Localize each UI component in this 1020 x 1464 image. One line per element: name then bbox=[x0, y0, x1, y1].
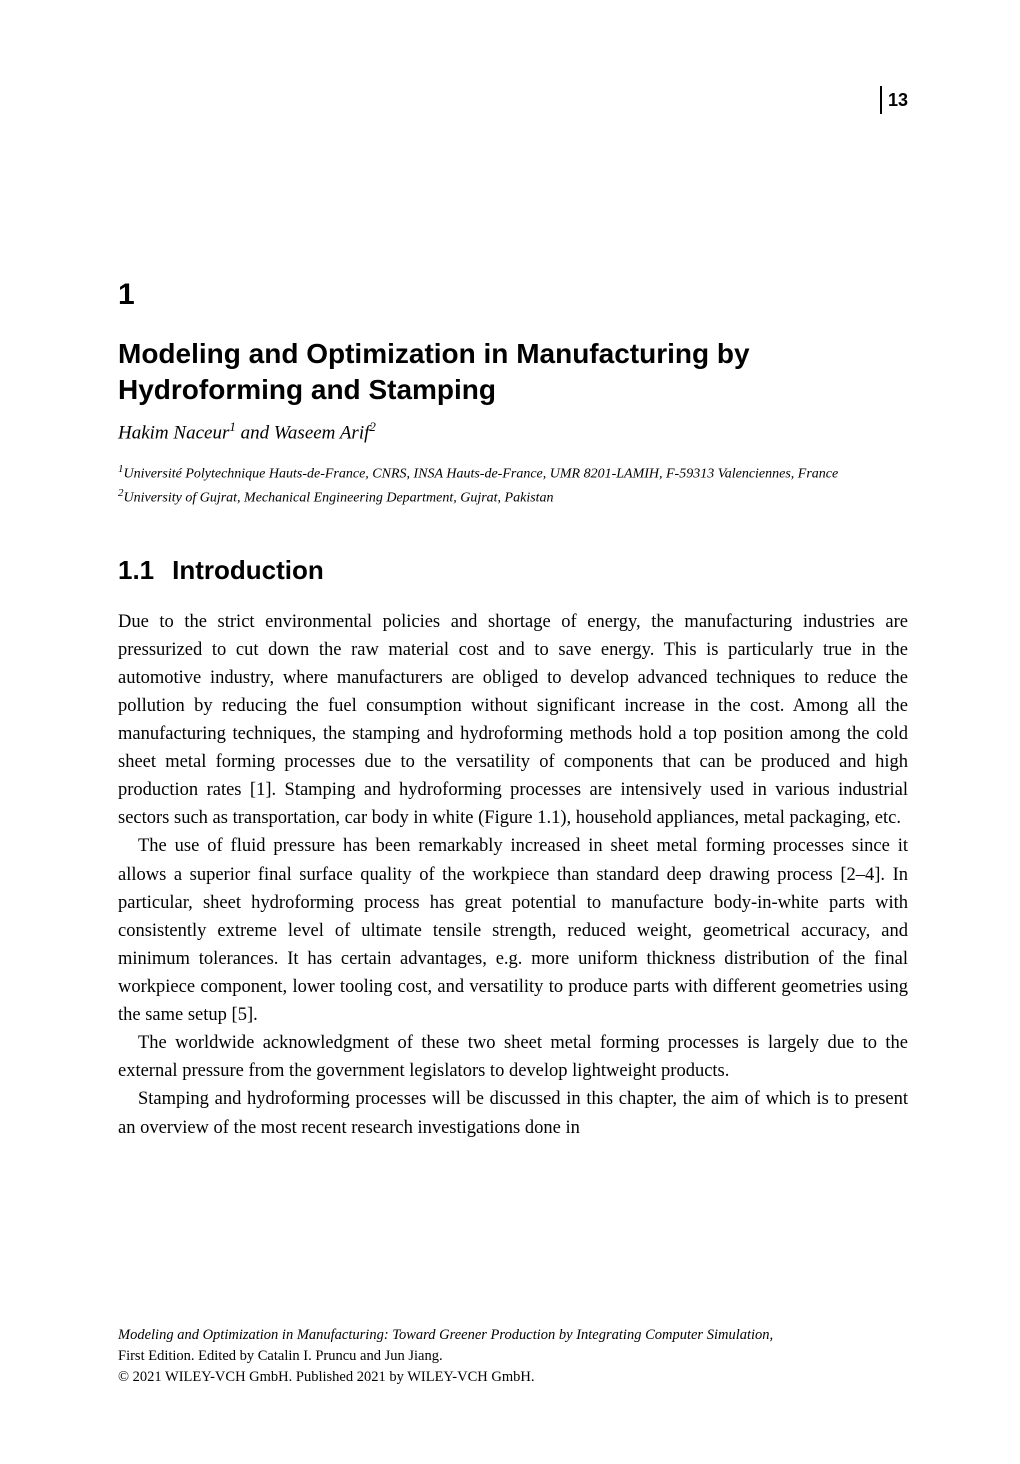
chapter-number: 1 bbox=[118, 278, 908, 312]
footer-title: Modeling and Optimization in Manufacturi… bbox=[118, 1325, 908, 1346]
page-number-bar bbox=[880, 86, 882, 114]
body-paragraph: The use of fluid pressure has been remar… bbox=[118, 832, 908, 1029]
section-title: Introduction bbox=[172, 555, 324, 585]
affiliation-1: 1Université Polytechnique Hauts-de-Franc… bbox=[118, 462, 908, 484]
chapter-title: Modeling and Optimization in Manufacturi… bbox=[118, 336, 908, 409]
footer-copyright: © 2021 WILEY-VCH GmbH. Published 2021 by… bbox=[118, 1367, 908, 1388]
footer-editors: First Edition. Edited by Catalin I. Prun… bbox=[118, 1346, 908, 1367]
affiliation-2: 2University of Gujrat, Mechanical Engine… bbox=[118, 486, 908, 508]
authors: Hakim Naceur1 and Waseem Arif2 bbox=[118, 419, 908, 444]
section-number: 1.1 bbox=[118, 555, 154, 585]
body-paragraph: Stamping and hydroforming processes will… bbox=[118, 1085, 908, 1141]
page-number-text: 13 bbox=[888, 90, 908, 111]
footer-title-text: Modeling and Optimization in Manufacturi… bbox=[118, 1327, 773, 1343]
footer: Modeling and Optimization in Manufacturi… bbox=[118, 1325, 908, 1388]
body-paragraph: The worldwide acknowledgment of these tw… bbox=[118, 1029, 908, 1085]
page-number: 13 bbox=[880, 86, 908, 114]
body-paragraph: Due to the strict environmental policies… bbox=[118, 608, 908, 833]
section-heading: 1.1 Introduction bbox=[118, 555, 908, 586]
